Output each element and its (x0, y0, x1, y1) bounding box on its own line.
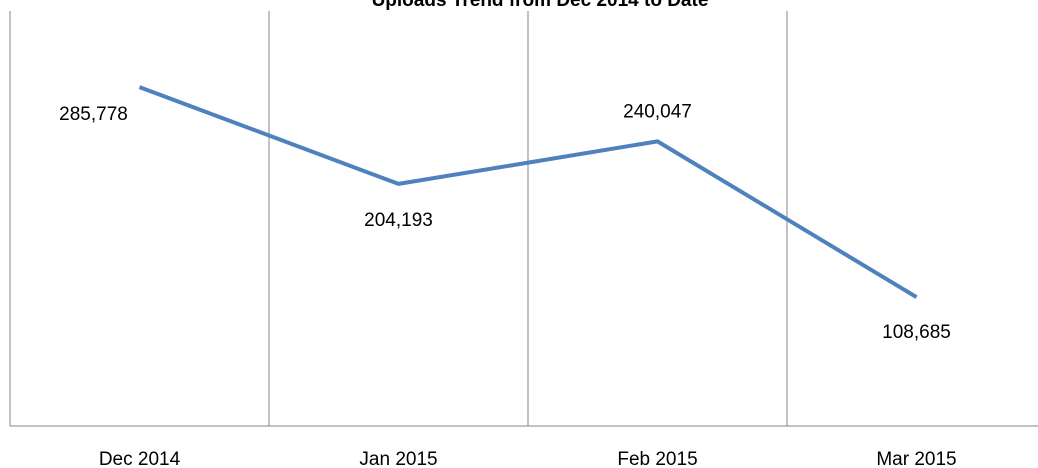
data-label: 204,193 (364, 210, 433, 231)
data-label: 108,685 (882, 322, 951, 343)
x-tick-label: Mar 2015 (876, 449, 956, 468)
chart-title: Uploads Trend from Dec 2014 to Date (372, 0, 709, 11)
data-label: 240,047 (623, 101, 692, 122)
x-tick-label: Dec 2014 (99, 449, 181, 468)
x-tick-label: Feb 2015 (617, 449, 697, 468)
data-label: 285,778 (59, 104, 128, 125)
x-tick-label: Jan 2015 (359, 449, 437, 468)
data-line (138, 85, 918, 299)
